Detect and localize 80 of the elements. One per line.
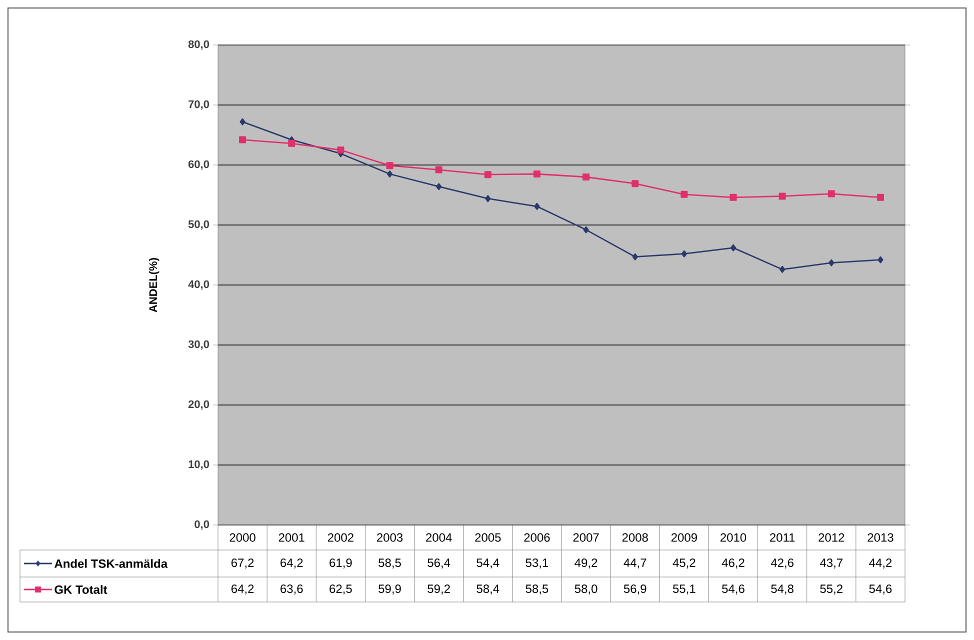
- point: [828, 190, 835, 198]
- point: [632, 180, 639, 188]
- point: [436, 183, 442, 190]
- point: [583, 226, 589, 234]
- y-tick-label: 10,0: [188, 460, 210, 470]
- legend-label: GK Totalt: [54, 585, 108, 594]
- point: [780, 266, 786, 273]
- data-label: 49,2: [574, 558, 598, 568]
- x-tick-label: 2008: [622, 533, 648, 542]
- y-tick-label: 30,0: [188, 340, 210, 350]
- data-label: 55,2: [820, 584, 842, 594]
- x-tick-label: 2000: [230, 533, 256, 542]
- point: [337, 146, 344, 154]
- x-tick-label: 2001: [278, 533, 304, 542]
- x-tick-label: 2006: [524, 533, 550, 542]
- data-label: 59,9: [378, 584, 401, 594]
- point: [730, 194, 737, 201]
- x-tick-label: 2007: [573, 533, 599, 542]
- data-label: 53,1: [526, 558, 548, 568]
- y-tick-label: 70,0: [188, 100, 210, 110]
- y-tick-label: 60,0: [188, 160, 210, 170]
- point: [288, 140, 296, 147]
- x-tick-label: 2013: [868, 533, 894, 542]
- data-label: 64,2: [231, 584, 254, 594]
- data-label: 56,4: [428, 558, 450, 568]
- x-tick-label: 2005: [475, 533, 501, 542]
- data-label: 67,2: [231, 558, 254, 568]
- data-label: 54,8: [771, 584, 794, 594]
- data-label: 64,2: [280, 558, 303, 568]
- point: [632, 253, 638, 260]
- legend-label: Andel TSK-anmälda: [54, 559, 168, 568]
- data-label: 58,5: [378, 558, 401, 568]
- y-tick-label: 40,0: [188, 280, 210, 290]
- data-label: 63,6: [280, 584, 303, 594]
- x-tick-label: 2011: [770, 533, 795, 542]
- y-tick-label: 20,0: [188, 400, 210, 410]
- point: [435, 166, 442, 174]
- point: [485, 195, 491, 202]
- point: [386, 170, 393, 178]
- data-label: 62,5: [330, 584, 352, 594]
- point: [582, 174, 590, 180]
- data-label: 44,7: [624, 558, 646, 568]
- data-label: 58,4: [476, 584, 500, 594]
- data-label: 58,5: [526, 584, 548, 594]
- data-label: 54,4: [476, 558, 500, 568]
- data-label: 55,1: [672, 584, 696, 594]
- data-label: 42,6: [770, 558, 794, 568]
- data-label: 45,2: [672, 558, 696, 568]
- data-label: 56,9: [624, 584, 646, 594]
- point: [534, 202, 540, 210]
- point: [876, 194, 884, 201]
- x-tick-label: 2002: [328, 533, 354, 542]
- point: [484, 171, 492, 178]
- y-tick-label: 0,0: [194, 520, 210, 530]
- point: [680, 190, 688, 198]
- y-tick-label: 80,0: [188, 40, 210, 50]
- data-label: 59,2: [428, 584, 450, 594]
- data-label: 46,2: [722, 558, 744, 568]
- y-axis-title: ANDEL(%): [148, 258, 160, 312]
- point: [828, 259, 834, 266]
- point: [240, 118, 246, 126]
- point: [239, 136, 246, 144]
- x-tick-label: 2010: [720, 533, 746, 542]
- x-tick-label: 2009: [671, 533, 697, 542]
- x-tick-label: 2004: [426, 533, 452, 542]
- data-label: 54,6: [869, 584, 892, 594]
- data-label: 58,0: [574, 584, 598, 594]
- point: [681, 250, 687, 258]
- data-label: 44,2: [869, 558, 892, 568]
- data-label: 61,9: [330, 558, 352, 568]
- point: [878, 256, 884, 264]
- data-label: 54,6: [722, 584, 744, 594]
- point: [386, 162, 394, 170]
- data-label: 43,7: [820, 558, 842, 568]
- point: [778, 192, 786, 200]
- y-tick-label: 50,0: [188, 220, 210, 230]
- point: [730, 244, 736, 252]
- x-tick-label: 2012: [818, 533, 844, 542]
- point: [533, 170, 540, 178]
- x-tick-label: 2003: [377, 533, 403, 542]
